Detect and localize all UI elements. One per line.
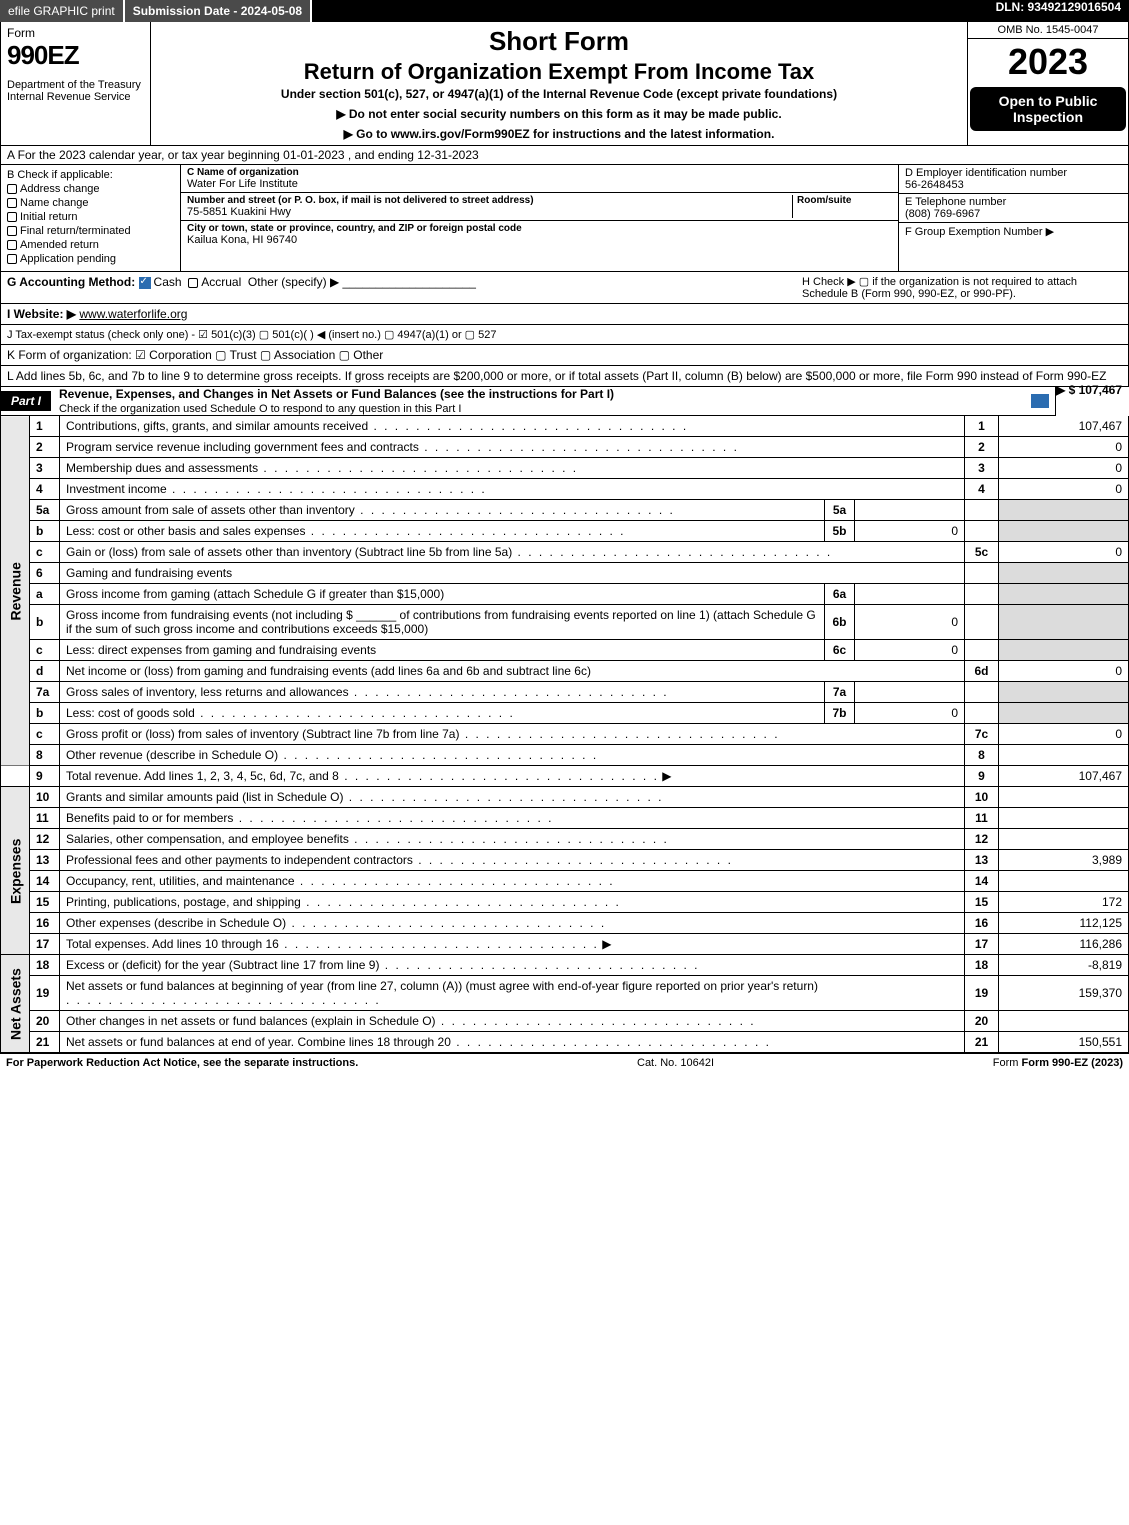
form-header: Form 990EZ Department of the Treasury In…: [0, 22, 1129, 146]
title-block: Short Form Return of Organization Exempt…: [151, 22, 968, 145]
group-exemption-cell: F Group Exemption Number ▶: [899, 223, 1128, 240]
chk-cash[interactable]: [139, 277, 151, 289]
paperwork-notice: For Paperwork Reduction Act Notice, see …: [6, 1057, 358, 1069]
chk-initial-return[interactable]: Initial return: [7, 211, 174, 223]
row-a-calendar-year: A For the 2023 calendar year, or tax yea…: [0, 146, 1129, 165]
return-title: Return of Organization Exempt From Incom…: [159, 59, 959, 85]
org-city: Kailua Kona, HI 96740: [187, 234, 892, 246]
form-version: Form Form 990-EZ (2023): [993, 1057, 1123, 1069]
dln-label: DLN: 93492129016504: [996, 0, 1129, 22]
open-to-public: Open to Public Inspection: [970, 87, 1126, 131]
gross-receipts-value: ▶ $ 107,467: [1056, 383, 1122, 397]
no-ssn-warning: ▶ Do not enter social security numbers o…: [159, 107, 959, 121]
org-city-cell: City or town, state or province, country…: [181, 221, 898, 248]
part1-tag: Part I: [1, 391, 51, 411]
b-title: B Check if applicable:: [7, 169, 174, 181]
chk-address-change[interactable]: Address change: [7, 183, 174, 195]
col-c-org-info: C Name of organization Water For Life In…: [181, 165, 898, 271]
col-def: D Employer identification number 56-2648…: [898, 165, 1128, 271]
form-of-organization: K Form of organization: ☑ Corporation ▢ …: [0, 345, 1129, 366]
chk-name-change[interactable]: Name change: [7, 197, 174, 209]
chk-amended-return[interactable]: Amended return: [7, 239, 174, 251]
phone-cell: E Telephone number (808) 769-6967: [899, 194, 1128, 223]
org-name: Water For Life Institute: [187, 178, 892, 190]
short-form-title: Short Form: [159, 26, 959, 57]
section-gh: G Accounting Method: Cash Accrual Other …: [0, 272, 1129, 304]
form-id-block: Form 990EZ Department of the Treasury In…: [1, 22, 151, 145]
tax-exempt-status: J Tax-exempt status (check only one) - ☑…: [0, 325, 1129, 345]
part1-title: Revenue, Expenses, and Changes in Net As…: [51, 387, 1031, 415]
form-word: Form: [7, 26, 144, 40]
sidelabel-revenue: Revenue: [1, 416, 30, 766]
goto-text[interactable]: ▶ Go to www.irs.gov/Form990EZ for instru…: [344, 127, 775, 141]
part1-header: Part I Revenue, Expenses, and Changes in…: [0, 387, 1056, 416]
omb-number: OMB No. 1545-0047: [968, 22, 1128, 39]
website-row: I Website: ▶ www.waterforlife.org: [0, 304, 1129, 325]
top-bar: efile GRAPHIC print Submission Date - 20…: [0, 0, 1129, 22]
website-link[interactable]: www.waterforlife.org: [79, 307, 187, 321]
sidelabel-expenses: Expenses: [1, 787, 30, 955]
chk-application-pending[interactable]: Application pending: [7, 253, 174, 265]
dept-treasury: Department of the Treasury: [7, 79, 144, 91]
ein-value: 56-2648453: [905, 179, 1122, 191]
page-footer: For Paperwork Reduction Act Notice, see …: [0, 1053, 1129, 1072]
goto-link-line: ▶ Go to www.irs.gov/Form990EZ for instru…: [159, 127, 959, 141]
part1-table: Revenue 1 Contributions, gifts, grants, …: [0, 416, 1129, 1053]
org-addr-cell: Number and street (or P. O. box, if mail…: [181, 193, 898, 221]
accounting-method: G Accounting Method: Cash Accrual Other …: [7, 275, 802, 300]
right-header-block: OMB No. 1545-0047 2023 Open to Public In…: [968, 22, 1128, 145]
chk-accrual[interactable]: [188, 278, 198, 288]
gross-receipts-note: L Add lines 5b, 6c, and 7b to line 9 to …: [0, 366, 1129, 387]
part1-schedule-o-check[interactable]: [1031, 394, 1049, 408]
submission-date: Submission Date - 2024-05-08: [125, 0, 312, 22]
efile-print-label[interactable]: efile GRAPHIC print: [0, 0, 125, 22]
irs-label: Internal Revenue Service: [7, 91, 144, 103]
ein-cell: D Employer identification number 56-2648…: [899, 165, 1128, 194]
sidelabel-net-assets: Net Assets: [1, 955, 30, 1053]
tax-year: 2023: [968, 39, 1128, 85]
form-number: 990EZ: [7, 40, 144, 71]
line-1-text: Contributions, gifts, grants, and simila…: [60, 416, 965, 437]
ln-1: 1: [30, 416, 60, 437]
catalog-number: Cat. No. 10642I: [637, 1057, 714, 1069]
col-b-checkboxes: B Check if applicable: Address change Na…: [1, 165, 181, 271]
under-section: Under section 501(c), 527, or 4947(a)(1)…: [159, 87, 959, 101]
identity-block: B Check if applicable: Address change Na…: [0, 165, 1129, 272]
phone-value: (808) 769-6967: [905, 208, 1122, 220]
line-1-val: 107,467: [999, 416, 1129, 437]
h-check: H Check ▶ ▢ if the organization is not r…: [802, 275, 1122, 300]
org-street: 75-5851 Kuakini Hwy: [187, 206, 792, 218]
org-name-cell: C Name of organization Water For Life In…: [181, 165, 898, 193]
chk-final-return[interactable]: Final return/terminated: [7, 225, 174, 237]
